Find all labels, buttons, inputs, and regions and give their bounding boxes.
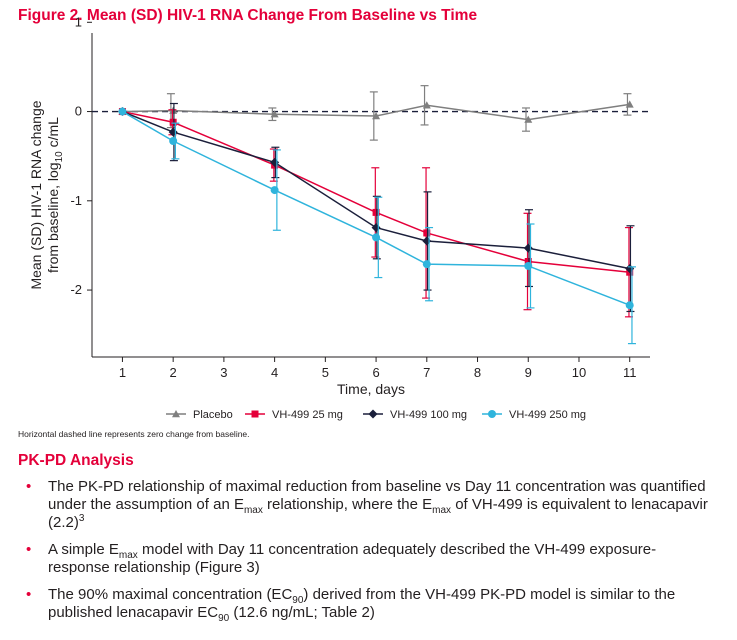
x-tick-label: 2 xyxy=(170,365,177,380)
data-point xyxy=(523,243,533,253)
x-tick-label: 6 xyxy=(372,365,379,380)
bullet-subscript: 3 xyxy=(78,513,85,524)
y-tick-label: -1 xyxy=(70,193,82,208)
data-point xyxy=(524,257,532,265)
bullet-subscript: 90 xyxy=(218,613,230,624)
x-tick-label: 1 xyxy=(119,365,126,380)
figure-footnote: Horizontal dashed line represents zero c… xyxy=(18,429,250,439)
x-tick-label: 8 xyxy=(474,365,481,380)
legend-marker xyxy=(488,410,496,418)
bullet-text: model with Day 11 concentration adequate… xyxy=(48,541,657,576)
bullet-item: • A simple Emax model with Day 11 concent… xyxy=(26,541,716,577)
series-line xyxy=(122,110,630,270)
y-axis-label-line1: Mean (SD) HIV-1 RNA change xyxy=(28,100,44,289)
bullet-subscript: max xyxy=(118,550,138,561)
data-point xyxy=(270,186,279,195)
legend-label: VH-499 250 mg xyxy=(509,409,586,421)
data-point xyxy=(422,260,431,269)
y-axis-label-line2: from baseline, log10 c/mL xyxy=(45,117,65,273)
section-title: PK-PD Analysis xyxy=(18,452,134,469)
data-point xyxy=(423,229,431,237)
data-point xyxy=(118,107,127,116)
data-point xyxy=(524,115,533,123)
y-tick-label: 1 xyxy=(75,14,82,29)
x-tick-label: 5 xyxy=(322,365,329,380)
legend-label: VH-499 25 mg xyxy=(272,409,343,421)
bullet-dot: • xyxy=(26,478,32,495)
series-vh-499-100-mg xyxy=(117,102,635,313)
series-line xyxy=(122,110,630,273)
series-vh-499-250-mg xyxy=(118,107,636,345)
bullet-text: of VH-499 is equivalent to lenacapavir (… xyxy=(48,496,708,531)
y-tick-label: 0 xyxy=(75,104,82,119)
bullet-text: (12.6 ng/mL; Table 2) xyxy=(229,604,375,621)
data-point xyxy=(524,261,533,270)
data-point xyxy=(422,236,432,246)
legend-marker xyxy=(368,409,378,419)
bullet-item: • The 90% maximal concentration (EC90) de… xyxy=(26,586,716,624)
bullet-text: relationship, where the E xyxy=(262,496,433,513)
legend-label: Placebo xyxy=(193,409,233,421)
x-tick-label: 4 xyxy=(271,365,278,380)
bullet-dot: • xyxy=(26,541,32,558)
data-point xyxy=(169,118,177,126)
bullet-list: • The PK-PD relationship of maximal reduc… xyxy=(26,478,716,631)
bullet-dot: • xyxy=(26,586,32,603)
data-point xyxy=(625,100,634,108)
data-point xyxy=(372,112,381,120)
data-point xyxy=(372,233,381,242)
x-tick-label: 3 xyxy=(220,365,227,380)
x-tick-label: 11 xyxy=(623,365,637,380)
x-tick-label: 10 xyxy=(572,365,586,380)
data-point xyxy=(169,137,178,145)
bullet-subscript: max xyxy=(432,505,452,516)
bullet-subscript: 90 xyxy=(292,595,304,606)
data-point xyxy=(372,208,380,216)
x-tick-label: 7 xyxy=(423,365,430,380)
data-point xyxy=(422,101,431,109)
y-axis-label-subscript: 10 xyxy=(54,151,65,163)
x-axis-label: Time, days xyxy=(337,381,405,397)
bullet-text: A simple E xyxy=(48,541,119,558)
bullet-text: The PK-PD relationship of maximal reduct… xyxy=(48,478,706,513)
legend-label: VH-499 100 mg xyxy=(390,409,467,421)
data-point xyxy=(371,223,381,233)
bullet-item: • The PK-PD relationship of maximal reduc… xyxy=(26,478,716,532)
bullet-subscript: max xyxy=(243,505,263,516)
bullet-text: ) derived from the VH-499 PK-PD model is… xyxy=(48,586,676,621)
y-axis-label-text: from baseline, log xyxy=(45,162,61,273)
data-point xyxy=(625,301,634,310)
legend-marker xyxy=(172,410,180,418)
bullet-text: The 90% maximal concentration (EC xyxy=(48,586,293,603)
x-tick-label: 9 xyxy=(525,365,532,380)
legend-marker xyxy=(251,410,259,418)
data-point xyxy=(270,110,279,118)
y-tick-label: -2 xyxy=(70,282,82,297)
figure-title: Figure 2. Mean (SD) HIV-1 RNA Change Fro… xyxy=(18,7,478,24)
y-axis-label-unit: c/mL xyxy=(45,117,61,151)
